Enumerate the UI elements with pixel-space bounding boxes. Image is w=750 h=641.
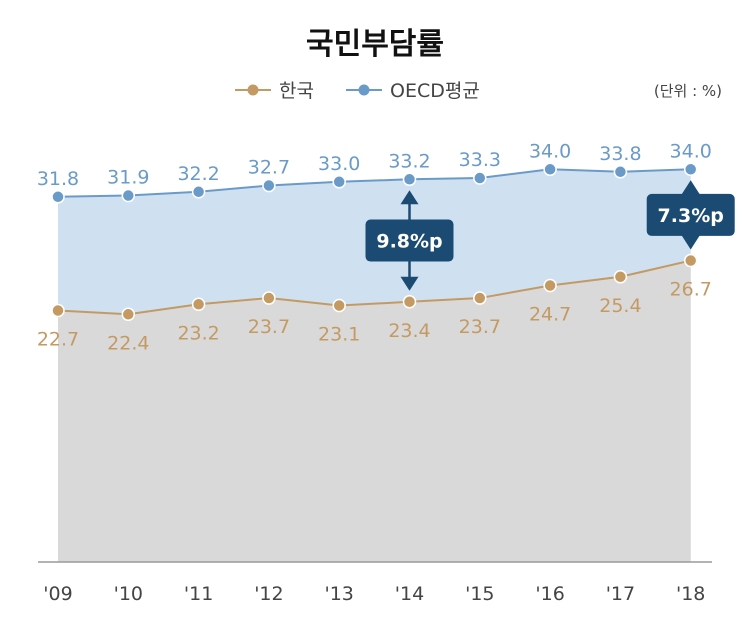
legend-label-korea: 한국 (279, 80, 314, 102)
x-tick-label: '10 (114, 583, 143, 605)
data-label-korea: 23.1 (318, 324, 360, 346)
x-tick-label: '17 (606, 583, 635, 605)
legend-marker-oecd (358, 84, 370, 96)
point-oecd (613, 165, 628, 179)
gap-callout-box (365, 219, 454, 262)
point-oecd (473, 171, 487, 185)
data-label-oecd: 33.2 (388, 150, 430, 172)
point-korea (51, 303, 65, 318)
x-tick-label: '15 (465, 583, 494, 605)
x-tick-label: '11 (184, 583, 213, 605)
data-label-korea: 23.2 (177, 322, 219, 344)
point-oecd (683, 162, 698, 177)
data-label-oecd: 32.7 (248, 157, 290, 179)
point-oecd (332, 175, 346, 189)
unit-label: (단위 : %) (654, 82, 722, 100)
data-label-oecd: 34.0 (670, 140, 712, 162)
point-korea (683, 253, 698, 268)
gap-callout-label: 7.3%p (658, 205, 724, 227)
gap-callout-box (646, 193, 735, 236)
point-oecd (262, 178, 276, 193)
data-label-oecd: 32.2 (177, 163, 219, 185)
data-label-oecd: 33.3 (459, 149, 501, 171)
legend-item-korea: 한국 (235, 80, 314, 102)
chart-title: 국민부담률 (306, 27, 444, 62)
point-korea (332, 298, 346, 313)
data-label-oecd: 34.0 (529, 140, 571, 162)
legend-label-oecd: OECD평균 (390, 80, 480, 102)
x-tick-label: '13 (324, 583, 353, 605)
x-tick-label: '12 (254, 583, 283, 605)
data-label-oecd: 31.8 (37, 168, 79, 190)
point-oecd (121, 188, 136, 203)
point-oecd (191, 185, 206, 199)
point-oecd (51, 190, 65, 204)
gap-arrow-head-up (681, 180, 700, 195)
data-label-oecd: 31.9 (107, 167, 149, 189)
line-oecd (57, 168, 691, 198)
data-label-korea: 23.7 (248, 316, 290, 338)
gap-arrow-head-up (400, 190, 419, 205)
data-label-oecd: 33.8 (599, 143, 641, 165)
data-label-korea: 22.4 (107, 332, 149, 354)
legend: 한국 OECD평균 (235, 80, 480, 102)
point-korea (473, 291, 487, 305)
data-label-korea: 23.4 (388, 320, 430, 342)
gap-annotation: 9.8%p (365, 190, 454, 291)
data-label-korea: 23.7 (459, 316, 501, 338)
data-label-korea: 25.4 (599, 295, 641, 317)
x-tick-label: '18 (676, 583, 705, 605)
point-oecd (543, 162, 557, 177)
gap-annotation: 7.3%p (646, 180, 735, 250)
gap-arrow-head-down (681, 235, 700, 250)
point-korea (543, 278, 557, 293)
point-korea (191, 297, 206, 312)
area-korea (58, 260, 691, 562)
point-korea (121, 307, 136, 322)
x-tick-label: '16 (535, 583, 564, 605)
legend-item-oecd: OECD평균 (346, 80, 480, 102)
point-korea (613, 270, 628, 284)
point-oecd (402, 172, 417, 187)
x-tick-label: '14 (395, 583, 424, 605)
data-label-korea: 22.7 (37, 329, 79, 351)
plot-area: 31.8 31.9 32.2 32.7 33.0 33.2 33.3 34.0 33.8 34.0… (37, 140, 735, 605)
data-label-korea: 24.7 (529, 304, 571, 326)
line-korea (57, 259, 691, 316)
point-korea (402, 295, 417, 309)
legend-marker-korea (247, 84, 259, 96)
gap-callout-label: 9.8%p (376, 231, 442, 253)
gap-arrow-head-down (400, 276, 419, 291)
data-label-korea: 26.7 (670, 279, 712, 301)
point-korea (262, 291, 276, 305)
x-tick-label: '09 (43, 583, 72, 605)
data-label-oecd: 33.0 (318, 153, 360, 175)
